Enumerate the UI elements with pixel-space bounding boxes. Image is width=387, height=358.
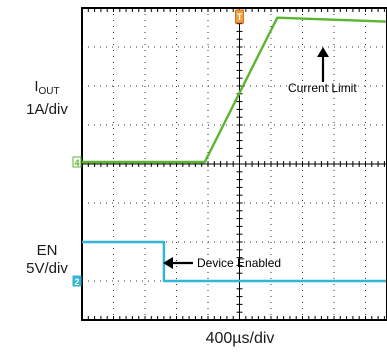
trace-en bbox=[82, 240, 386, 283]
en-label-main: EN bbox=[36, 242, 58, 259]
channel-marker-en: 2 bbox=[72, 275, 82, 287]
plot-traces: 4 2 T bbox=[72, 9, 387, 287]
trigger-marker-text: T bbox=[237, 12, 243, 22]
channel-marker-number: 4 bbox=[74, 158, 79, 168]
iout-channel-label: IOUT 1A/div bbox=[14, 78, 80, 119]
device-enabled-label: Device Enabled bbox=[197, 256, 281, 270]
current-limit-arrowhead bbox=[317, 47, 329, 57]
trace-iout bbox=[82, 16, 387, 164]
plot-grid bbox=[82, 8, 387, 320]
current-limit-label: Current Limit bbox=[288, 81, 357, 95]
en-scale-label: 5V/div bbox=[26, 260, 68, 277]
current-limit-annotation: Current Limit bbox=[288, 47, 357, 95]
channel-marker-box bbox=[72, 156, 82, 168]
en-channel-label: EN 5V/div bbox=[14, 242, 80, 278]
iout-label-main: I bbox=[34, 78, 39, 95]
trigger-marker: T bbox=[235, 9, 244, 24]
channel-marker-box bbox=[72, 275, 82, 287]
iout-label-subscript: OUT bbox=[38, 86, 60, 97]
device-enabled-annotation: Device Enabled bbox=[163, 256, 281, 270]
time-scale-label: 400µs/div bbox=[205, 330, 275, 347]
iout-scale-label: 1A/div bbox=[26, 101, 68, 118]
channel-marker-iout: 4 bbox=[72, 156, 82, 168]
channel-marker-number: 2 bbox=[74, 277, 79, 287]
trigger-marker-box bbox=[235, 9, 244, 24]
device-enabled-arrowhead bbox=[163, 257, 173, 269]
